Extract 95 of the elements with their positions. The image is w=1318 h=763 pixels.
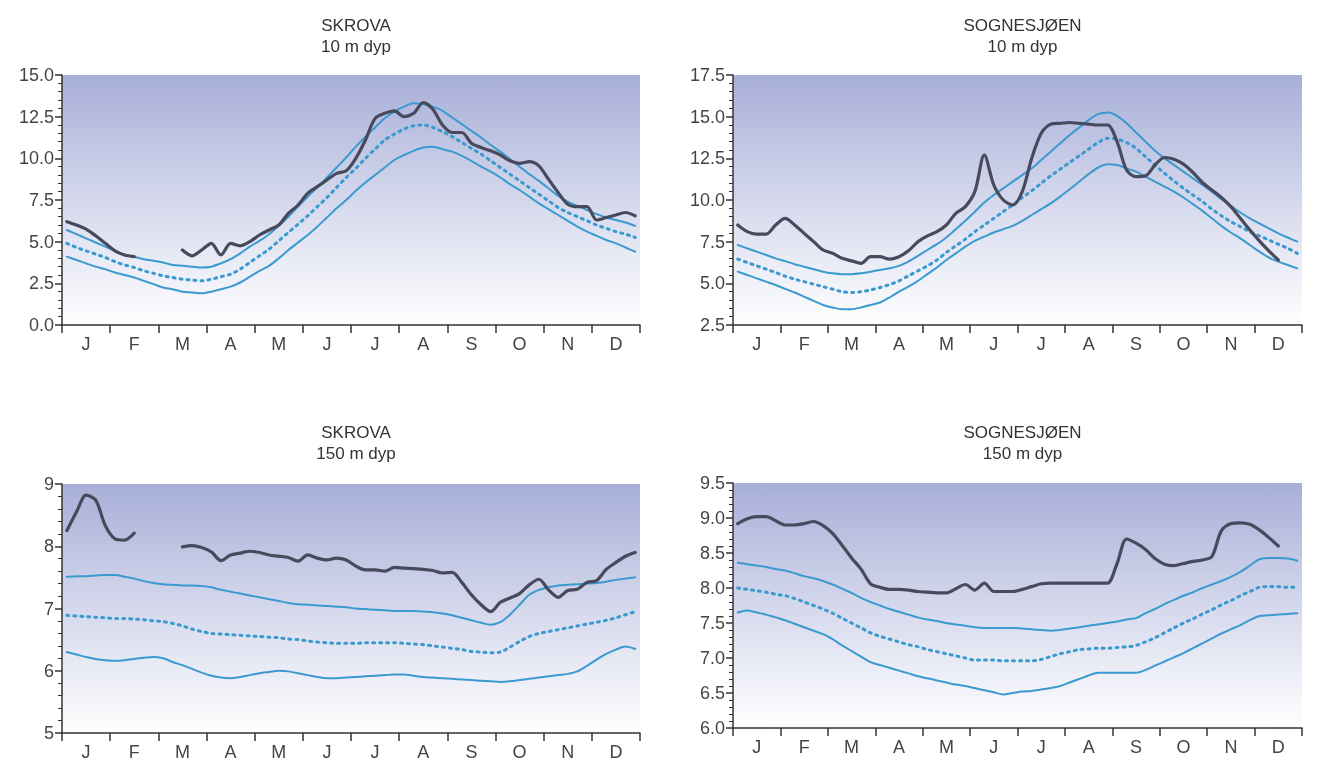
- x-tick-label: J: [752, 334, 762, 354]
- y-tick-label: 7.5: [699, 613, 725, 633]
- x-tick-label: N: [1224, 334, 1238, 354]
- chart-title: SKROVA: [321, 423, 392, 442]
- x-tick-label: J: [370, 334, 380, 354]
- x-tick-label: N: [561, 742, 575, 762]
- x-tick-label: M: [938, 737, 954, 757]
- x-tick-label: F: [128, 742, 140, 762]
- chart-subtitle: 10 m dyp: [987, 37, 1058, 56]
- x-tick-label: M: [844, 737, 860, 757]
- y-tick-label: 10.0: [689, 190, 725, 210]
- y-tick-label: 6.5: [699, 683, 725, 703]
- y-tick-label: 6: [43, 660, 54, 681]
- x-tick-label: D: [1271, 737, 1285, 757]
- x-tick-label: A: [417, 742, 430, 762]
- chart-subtitle: 10 m dyp: [321, 37, 391, 56]
- line-series: [736, 556, 1299, 632]
- y-tick-label: 15.0: [689, 106, 725, 127]
- x-tick-label: J: [81, 742, 91, 762]
- line-series: [736, 163, 1299, 311]
- line-series: [736, 609, 1299, 696]
- y-tick-label: 5.0: [28, 231, 54, 252]
- x-tick-label: J: [1036, 334, 1046, 354]
- y-tick-label: 2.5: [28, 273, 54, 294]
- y-tick-label: 7: [43, 598, 54, 619]
- x-tick-label: J: [752, 737, 762, 757]
- x-tick-label: F: [128, 334, 140, 354]
- y-tick-label: 17.5: [689, 65, 725, 85]
- chart-subtitle: 150 m dyp: [982, 444, 1063, 463]
- y-tick-label: 8.0: [699, 578, 725, 598]
- chart-title: SOGNESJØEN: [963, 423, 1082, 442]
- x-tick-label: O: [1176, 334, 1191, 354]
- x-tick-label: S: [1130, 737, 1143, 757]
- line-series: [736, 111, 1299, 276]
- line-series: [736, 136, 1299, 294]
- x-tick-label: J: [989, 334, 999, 354]
- y-tick-label: 12.5: [689, 148, 725, 169]
- y-tick-label: 12.5: [18, 106, 54, 127]
- x-tick-label: A: [224, 742, 237, 762]
- line-series: [65, 145, 637, 295]
- x-tick-label: F: [798, 334, 810, 354]
- y-tick-label: 0.0: [28, 315, 54, 335]
- x-tick-label: F: [798, 737, 810, 757]
- x-tick-label: S: [465, 742, 478, 762]
- x-tick-label: A: [1082, 334, 1095, 354]
- y-tick-label: 8.5: [699, 543, 725, 563]
- y-tick-label: 10.0: [18, 148, 54, 169]
- x-tick-label: O: [1176, 737, 1191, 757]
- chart-title: SOGNESJØEN: [963, 16, 1082, 35]
- x-tick-label: J: [989, 737, 999, 757]
- x-tick-label: M: [844, 334, 860, 354]
- x-tick-label: A: [892, 737, 905, 757]
- y-tick-label: 9: [43, 474, 54, 494]
- line-series: [65, 610, 637, 655]
- chart-subtitle: 150 m dyp: [316, 444, 396, 463]
- y-tick-label: 5: [43, 723, 54, 743]
- x-tick-label: N: [561, 334, 575, 354]
- line-series: [65, 645, 637, 683]
- x-tick-label: M: [174, 334, 190, 354]
- x-tick-label: S: [465, 334, 478, 354]
- y-tick-label: 9.5: [699, 473, 725, 493]
- x-tick-label: J: [81, 334, 91, 354]
- chart-title: SKROVA: [321, 16, 392, 35]
- line-series: [736, 515, 1280, 595]
- x-tick-label: J: [322, 742, 332, 762]
- x-tick-label: D: [609, 742, 623, 762]
- x-tick-label: A: [417, 334, 430, 354]
- y-tick-label: 7.0: [699, 648, 725, 668]
- y-tick-label: 2.5: [699, 315, 725, 335]
- x-tick-label: A: [224, 334, 237, 354]
- y-tick-label: 15.0: [18, 65, 54, 85]
- line-series: [736, 120, 1280, 265]
- x-tick-label: O: [512, 334, 527, 354]
- x-tick-label: D: [609, 334, 623, 354]
- x-tick-label: A: [1082, 737, 1095, 757]
- x-tick-label: D: [1271, 334, 1285, 354]
- x-tick-label: M: [271, 742, 287, 762]
- x-tick-label: J: [370, 742, 380, 762]
- x-tick-label: A: [892, 334, 905, 354]
- y-tick-label: 6.0: [699, 718, 725, 738]
- x-tick-label: M: [174, 742, 190, 762]
- x-tick-label: O: [512, 742, 527, 762]
- x-tick-label: N: [1224, 737, 1238, 757]
- y-tick-label: 9.0: [699, 508, 725, 528]
- x-tick-label: M: [271, 334, 287, 354]
- x-tick-label: J: [322, 334, 332, 354]
- x-tick-label: J: [1036, 737, 1046, 757]
- y-tick-label: 8: [43, 536, 54, 557]
- line-series: [65, 123, 637, 283]
- x-tick-label: S: [1130, 334, 1143, 354]
- line-series: [65, 573, 637, 626]
- x-tick-label: M: [938, 334, 954, 354]
- y-tick-label: 7.5: [28, 190, 54, 210]
- y-tick-label: 7.5: [699, 231, 725, 252]
- y-tick-label: 5.0: [699, 273, 725, 294]
